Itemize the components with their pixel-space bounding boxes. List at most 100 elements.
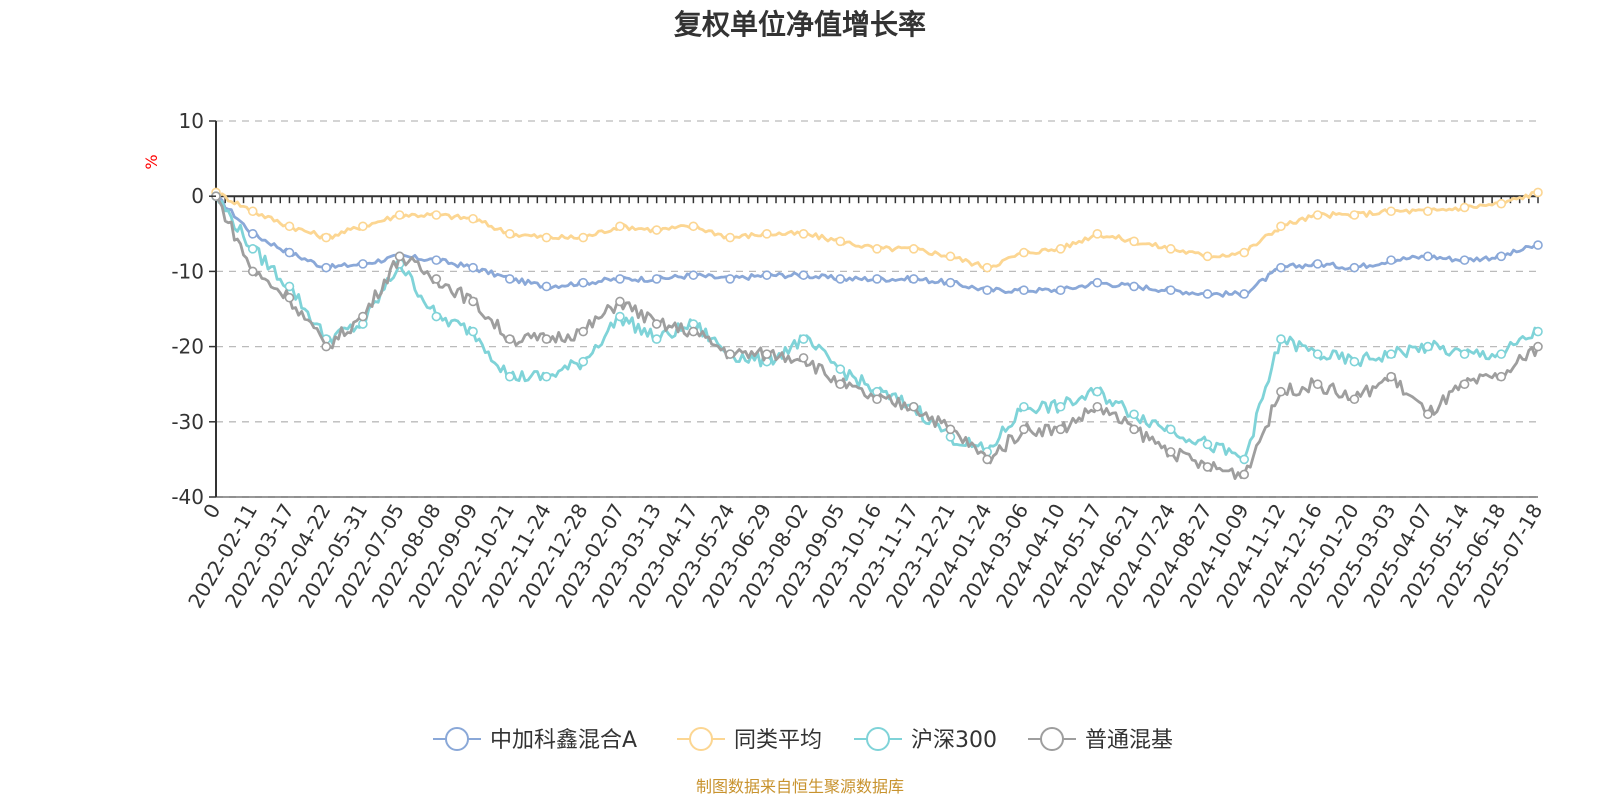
data-point: [284, 247, 295, 258]
data-point: [1165, 447, 1176, 457]
legend: 中加科鑫混合A 同类平均 沪深300 普通混基: [433, 727, 1173, 753]
data-point: [1459, 379, 1470, 390]
data-point: [1423, 206, 1433, 217]
series-3: [211, 191, 1543, 480]
data-point: [725, 349, 735, 359]
data-point: [358, 311, 368, 322]
data-point: [835, 274, 846, 284]
data-point: [1239, 454, 1250, 465]
data-point: [725, 232, 735, 243]
legend-item[interactable]: 中加科鑫混合A: [433, 727, 637, 753]
data-point: [725, 274, 735, 284]
source-note: 制图数据来自恒生聚源数据库: [696, 777, 904, 796]
data-point: [1349, 394, 1360, 405]
data-point: [1349, 210, 1360, 220]
data-point: [431, 255, 442, 265]
data-point: [1533, 326, 1543, 337]
data-point: [688, 270, 699, 280]
y-tick-label: -30: [171, 410, 204, 434]
data-point: [1055, 285, 1066, 296]
data-point: [835, 379, 846, 390]
data-point: [1202, 289, 1213, 299]
data-point: [1165, 244, 1176, 254]
data-point: [1312, 210, 1323, 220]
data-point: [1129, 281, 1139, 292]
legend-label: 沪深300: [911, 728, 997, 753]
data-point: [1533, 187, 1543, 198]
data-point: [1423, 341, 1433, 352]
data-point: [358, 259, 368, 269]
data-point: [1496, 371, 1507, 382]
series-1: [211, 187, 1543, 273]
data-point: [1202, 439, 1213, 450]
data-point: [762, 349, 772, 359]
data-point: [247, 266, 258, 277]
series-lines: [211, 187, 1543, 480]
legend-label: 中加科鑫混合A: [490, 728, 637, 753]
data-point: [578, 277, 589, 288]
data-point: [394, 251, 405, 262]
data-point: [688, 326, 699, 337]
data-point: [504, 229, 515, 239]
y-axis-ticks: 10 0 -10 -20 -30 -40: [171, 109, 216, 509]
data-point: [394, 210, 405, 220]
data-point: [1019, 424, 1029, 435]
x-axis-ticks: 02022-02-112022-03-172022-04-222022-05-3…: [183, 500, 1547, 613]
series-line: [214, 195, 1540, 461]
data-point: [247, 206, 258, 217]
data-point: [1276, 386, 1286, 397]
data-point: [651, 274, 662, 284]
data-point: [541, 371, 552, 382]
legend-swatch-marker: [445, 727, 469, 751]
data-point: [615, 311, 625, 322]
series-line: [214, 195, 1540, 480]
axes: [215, 121, 1539, 498]
data-point: [872, 274, 882, 284]
data-point: [1019, 401, 1029, 412]
data-point: [1239, 247, 1250, 258]
data-point: [1386, 371, 1396, 382]
data-point: [1459, 349, 1470, 359]
legend-item[interactable]: 同类平均: [677, 727, 822, 753]
data-point: [908, 244, 919, 254]
data-point: [578, 326, 589, 337]
data-point: [541, 334, 552, 344]
data-point: [284, 281, 295, 292]
data-point: [1386, 206, 1396, 217]
data-point: [358, 221, 368, 232]
data-point: [908, 401, 919, 412]
data-point: [504, 334, 515, 344]
data-point: [1092, 229, 1103, 239]
data-point: [1202, 251, 1213, 262]
data-point: [762, 229, 772, 239]
data-point: [688, 221, 699, 232]
y-axis-unit-label: %: [142, 154, 161, 169]
series-2: [211, 191, 1543, 465]
data-point: [651, 319, 662, 329]
legend-swatch-marker: [689, 727, 713, 751]
legend-item[interactable]: 沪深300: [854, 727, 997, 753]
legend-item[interactable]: 普通混基: [1028, 727, 1173, 753]
data-point: [945, 277, 956, 288]
data-point: [578, 356, 589, 367]
data-point: [321, 341, 331, 352]
y-tick-label: -10: [171, 259, 204, 283]
series-0: [211, 191, 1543, 299]
data-point: [1423, 409, 1433, 420]
data-point: [247, 244, 258, 254]
legend-swatch-marker: [1040, 727, 1064, 751]
data-point: [284, 292, 295, 303]
y-tick-label: 0: [191, 184, 204, 208]
data-point: [468, 213, 478, 224]
data-point: [1129, 409, 1139, 420]
legend-swatch-marker: [866, 727, 890, 751]
data-point: [615, 274, 625, 284]
data-point: [835, 364, 846, 374]
data-point: [835, 236, 846, 247]
y-tick-label: -40: [171, 485, 204, 509]
data-point: [982, 262, 992, 273]
data-point: [1239, 289, 1250, 299]
data-point: [247, 229, 258, 239]
data-point: [321, 232, 331, 243]
x-tick-label: 0: [198, 500, 225, 523]
